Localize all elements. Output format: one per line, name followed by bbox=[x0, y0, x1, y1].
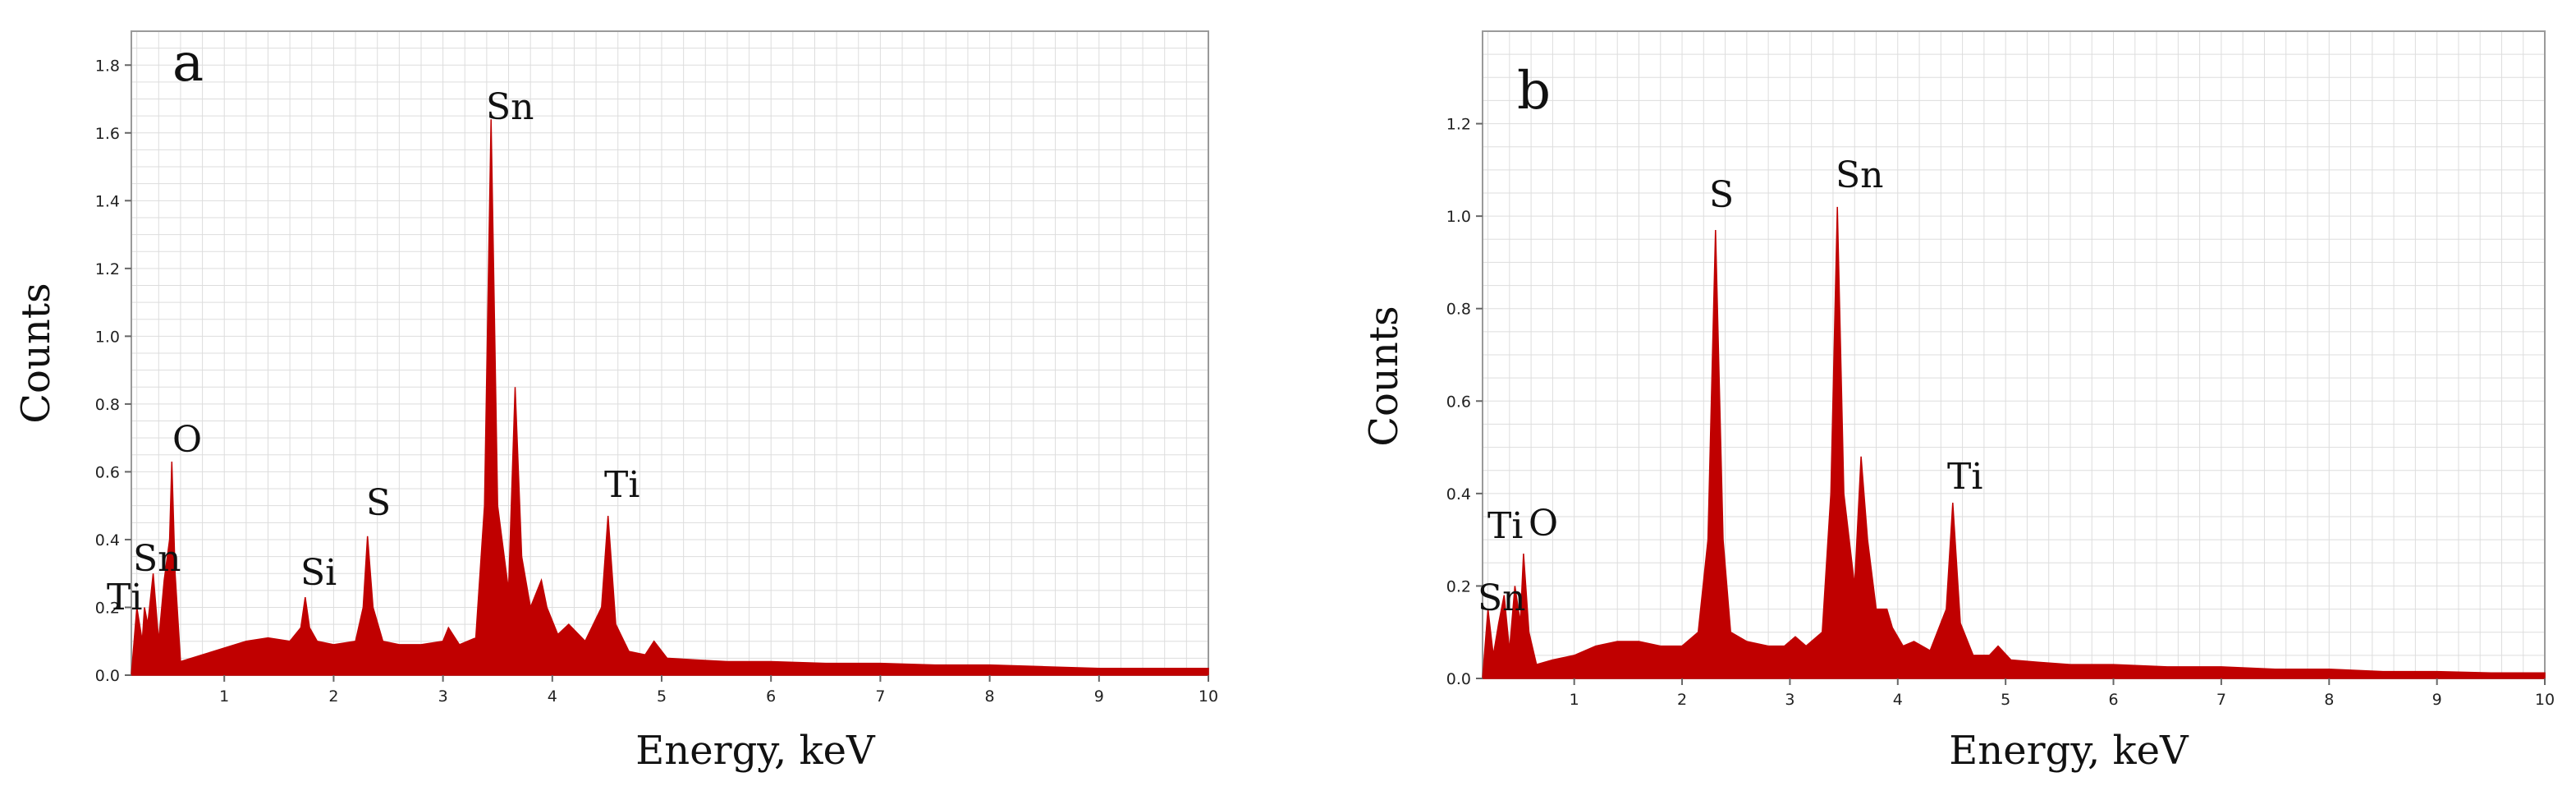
y-axis-title: Counts bbox=[1361, 306, 1407, 446]
spectrum-area bbox=[1482, 206, 2546, 679]
x-tick-label: 7 bbox=[2216, 691, 2226, 709]
x-tick-label: 5 bbox=[657, 687, 667, 706]
x-tick-label: 7 bbox=[875, 687, 885, 706]
x-tick-label: 8 bbox=[2324, 691, 2334, 709]
peak-label: Ti bbox=[604, 464, 639, 506]
peak-label: Sn bbox=[133, 538, 181, 580]
x-tick-label: 2 bbox=[328, 687, 338, 706]
y-tick-label: 1.6 bbox=[95, 125, 120, 143]
x-tick-label: 1 bbox=[1570, 691, 1579, 709]
panel-letter: a bbox=[172, 33, 204, 94]
y-tick-label: 0.0 bbox=[1446, 670, 1471, 688]
x-tick-label: 10 bbox=[2535, 691, 2555, 709]
y-tick-label: 0.4 bbox=[95, 531, 120, 549]
panel-letter: b bbox=[1517, 61, 1551, 122]
x-tick-label: 4 bbox=[548, 687, 557, 706]
spectrum-area bbox=[131, 119, 1209, 676]
chart-panel-a: 1 2 3 4 5 6 7 8 9 10 0.0 0.2 0.4 0.6 0.8 1.0 1.2 1.4 1.6 1.… bbox=[13, 30, 1218, 774]
x-tick-label: 3 bbox=[438, 687, 448, 706]
x-tick-label: 4 bbox=[1893, 691, 1903, 709]
y-axis-title: Counts bbox=[13, 283, 59, 423]
peak-label: O bbox=[1529, 503, 1558, 545]
y-tick-label: 0.6 bbox=[95, 463, 120, 481]
y-tick-label: 0.4 bbox=[1446, 485, 1471, 503]
x-tick-label: 10 bbox=[1199, 687, 1218, 706]
y-tick-label: 0.6 bbox=[1446, 393, 1471, 411]
peak-label: S bbox=[366, 482, 391, 524]
x-axis-title: Energy, keV bbox=[635, 728, 876, 774]
grid bbox=[1483, 31, 2546, 678]
x-tick-label: 6 bbox=[2108, 691, 2118, 709]
y-tick-label: 0.2 bbox=[95, 599, 120, 617]
peak-label: Sn bbox=[1836, 154, 1883, 196]
y-tick-label: 0.2 bbox=[1446, 577, 1471, 595]
peak-label: S bbox=[1709, 174, 1734, 216]
x-tick-label: 6 bbox=[766, 687, 776, 706]
peak-label: O bbox=[172, 419, 202, 461]
y-tick-label: 1.2 bbox=[95, 260, 120, 278]
y-tick-label: 0.8 bbox=[1446, 301, 1471, 319]
peak-label: Sn bbox=[1478, 577, 1525, 619]
grid bbox=[131, 31, 1209, 675]
x-tick-label: 8 bbox=[985, 687, 995, 706]
x-axis-title: Energy, keV bbox=[1949, 728, 2189, 774]
x-tick-label: 9 bbox=[1094, 687, 1104, 706]
chart-panel-b: 1 2 3 4 5 6 7 8 9 10 0.0 0.2 0.4 0.6 0.8 1.0 1.2 Energy, … bbox=[1361, 30, 2555, 774]
y-tick-label: 0.0 bbox=[95, 667, 120, 685]
x-tick-label: 1 bbox=[219, 687, 229, 706]
y-tick-label: 1.0 bbox=[95, 328, 120, 346]
x-tick-label: 3 bbox=[1785, 691, 1794, 709]
x-tick-label: 2 bbox=[1677, 691, 1687, 709]
peak-label: Si bbox=[300, 552, 337, 594]
x-tick-label: 5 bbox=[2001, 691, 2010, 709]
peak-label: Ti bbox=[107, 577, 142, 618]
y-tick-label: 1.8 bbox=[95, 57, 120, 75]
x-tick-label: 9 bbox=[2432, 691, 2442, 709]
y-tick-label: 1.4 bbox=[95, 192, 120, 210]
peak-label: Sn bbox=[486, 86, 534, 128]
y-tick-label: 1.0 bbox=[1446, 208, 1471, 226]
y-tick-label: 1.2 bbox=[1446, 116, 1471, 134]
y-tick-label: 0.8 bbox=[95, 396, 120, 414]
peak-label: Ti bbox=[1487, 505, 1523, 547]
peak-label: Ti bbox=[1947, 456, 1982, 498]
